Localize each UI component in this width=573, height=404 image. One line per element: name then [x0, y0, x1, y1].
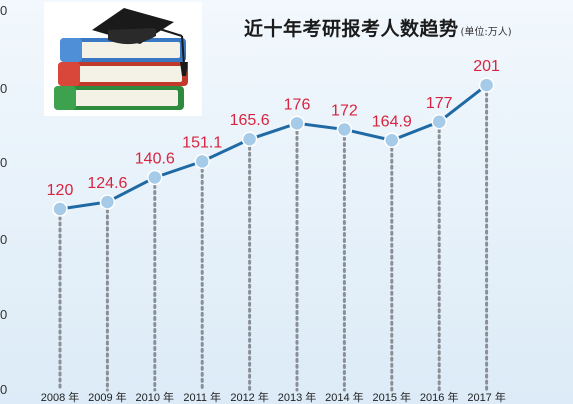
data-point [336, 121, 353, 138]
x-tick-label: 2010 年 [136, 390, 175, 404]
x-tick-label: 2009 年 [88, 390, 127, 404]
data-point [478, 77, 495, 93]
data-label: 177 [426, 95, 453, 112]
graduation-books-illustration [44, 2, 202, 116]
series-line [59, 83, 488, 211]
data-label: 176 [284, 96, 311, 113]
chart-title: 近十年考研报考人数趋势 [244, 18, 459, 40]
data-label: 151.1 [182, 134, 222, 151]
data-point [431, 114, 447, 130]
y-tick-label: 0 [0, 382, 8, 397]
drop-lines [58, 91, 489, 392]
x-tick-label: 2012 年 [230, 390, 269, 404]
data-point [147, 169, 163, 186]
data-point [52, 201, 68, 217]
data-label: 120 [47, 182, 74, 199]
x-tick-label: 2011 年 [183, 390, 221, 404]
data-label: 201 [473, 58, 500, 75]
unit-label: (单位:万人) [460, 27, 512, 38]
y-tick-label: 0 [0, 232, 8, 247]
data-label: 172 [331, 102, 358, 119]
data-label: 124.6 [87, 175, 127, 192]
y-tick-label: 0 [0, 307, 8, 322]
data-label: 165.6 [230, 112, 270, 129]
data-point [384, 132, 400, 149]
x-tick-label: 2013 年 [278, 390, 317, 404]
y-tick-label: 0 [0, 81, 8, 96]
y-tick-label: 0 [0, 155, 8, 170]
x-axis-labels: 2008 年 2009 年 2010 年 2011 年 2012 年 2013 年 2014… [41, 390, 506, 404]
y-tick-label: 0 [0, 3, 8, 18]
markers [52, 77, 495, 217]
x-tick-label: 2016 年 [420, 390, 459, 404]
x-tick-label: 2014 年 [325, 390, 364, 404]
data-point [241, 131, 258, 147]
chart-title-block: 近十年考研报考人数趋势 (单位:万人) [244, 14, 512, 41]
x-tick-label: 2015 年 [373, 390, 412, 404]
x-tick-label: 2017 年 [467, 390, 506, 404]
data-label: 164.9 [372, 113, 412, 130]
data-point [194, 153, 210, 170]
data-point [99, 194, 116, 210]
data-point [289, 115, 305, 132]
x-tick-label: 2008 年 [41, 390, 80, 404]
data-labels: 120 124.6 140.6 151.1 165.6 176 172 164.9 177 201 [47, 58, 500, 199]
data-label: 140.6 [135, 150, 175, 167]
